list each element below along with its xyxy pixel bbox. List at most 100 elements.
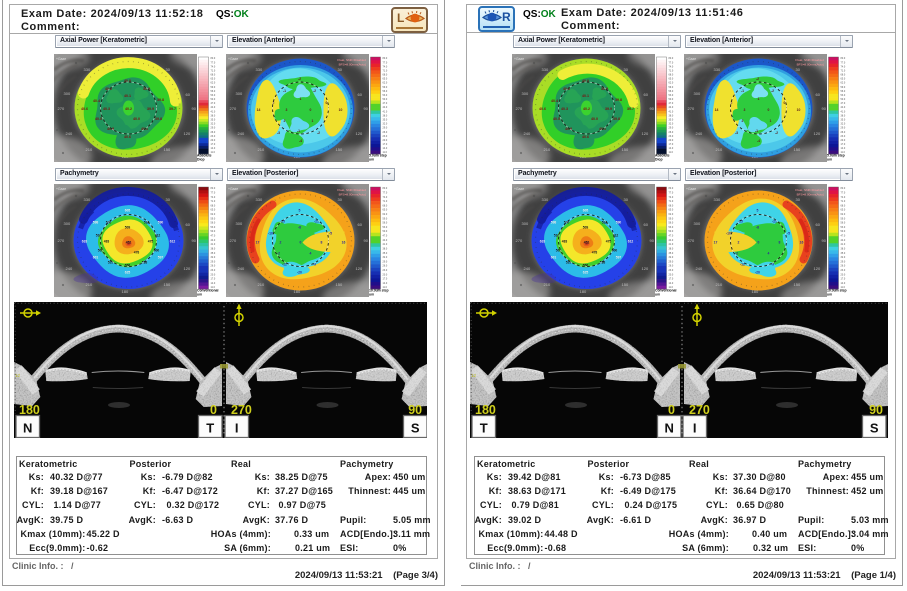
svg-text:Conventional: Conventional bbox=[197, 289, 219, 293]
svg-text:210: 210 bbox=[716, 147, 723, 152]
svg-text:240: 240 bbox=[238, 131, 245, 136]
svg-text:47.0: 47.0 bbox=[211, 235, 216, 238]
svg-text:41.0: 41.0 bbox=[211, 110, 216, 113]
svg-text:68.0: 68.0 bbox=[669, 74, 674, 77]
svg-text:1: 1 bbox=[758, 97, 760, 101]
svg-text:17.0: 17.0 bbox=[211, 278, 216, 281]
svg-text:270: 270 bbox=[58, 106, 65, 111]
svg-text:40.2: 40.2 bbox=[563, 87, 570, 91]
svg-text:38.0: 38.0 bbox=[383, 114, 388, 117]
svg-text:483: 483 bbox=[562, 240, 568, 244]
svg-text:50.0: 50.0 bbox=[841, 230, 846, 233]
svg-text:65.0: 65.0 bbox=[669, 78, 674, 81]
svg-text:41.0: 41.0 bbox=[383, 110, 388, 113]
svg-text:11.0: 11.0 bbox=[211, 286, 216, 289]
svg-text:120: 120 bbox=[356, 131, 363, 136]
svg-text:40.1: 40.1 bbox=[124, 94, 131, 98]
svg-text:-5: -5 bbox=[329, 232, 332, 236]
svg-text:74.0: 74.0 bbox=[383, 65, 388, 68]
svg-text:56.0: 56.0 bbox=[211, 222, 216, 225]
svg-text:180: 180 bbox=[19, 403, 40, 417]
svg-text:270: 270 bbox=[230, 106, 237, 111]
svg-text:44.0: 44.0 bbox=[669, 239, 674, 242]
svg-text:556: 556 bbox=[583, 264, 589, 268]
svg-text:68.0: 68.0 bbox=[841, 204, 846, 207]
svg-text:11.0: 11.0 bbox=[841, 286, 846, 289]
svg-text:17: 17 bbox=[714, 241, 718, 245]
svg-text:65.0: 65.0 bbox=[841, 209, 846, 212]
svg-text:68.0: 68.0 bbox=[383, 74, 388, 77]
svg-text:59.0: 59.0 bbox=[669, 217, 674, 220]
svg-text:14.0: 14.0 bbox=[383, 282, 388, 285]
svg-text:44.0: 44.0 bbox=[669, 106, 674, 109]
svg-text:+Gaze: +Gaze bbox=[686, 57, 696, 61]
svg-text:41.0: 41.0 bbox=[383, 243, 388, 246]
svg-text:612: 612 bbox=[628, 240, 634, 244]
svg-text:74.0: 74.0 bbox=[669, 65, 674, 68]
svg-text:14: 14 bbox=[257, 108, 261, 112]
svg-text:53.0: 53.0 bbox=[383, 226, 388, 229]
svg-text:32.0: 32.0 bbox=[211, 256, 216, 259]
svg-text:47.0: 47.0 bbox=[841, 102, 846, 105]
svg-text:120: 120 bbox=[184, 266, 191, 271]
svg-text:26.0: 26.0 bbox=[211, 131, 216, 134]
svg-text:2: 2 bbox=[742, 119, 744, 123]
svg-text:+Gaze: +Gaze bbox=[228, 187, 238, 191]
svg-text:120: 120 bbox=[642, 131, 649, 136]
svg-text:2: 2 bbox=[284, 119, 286, 123]
svg-text:71.0: 71.0 bbox=[211, 200, 216, 203]
svg-text:14.0: 14.0 bbox=[841, 147, 846, 150]
svg-text:Diop: Diop bbox=[197, 158, 205, 162]
svg-text:20.0: 20.0 bbox=[383, 139, 388, 142]
svg-text:71.0: 71.0 bbox=[841, 70, 846, 73]
svg-text:38.0: 38.0 bbox=[841, 248, 846, 251]
svg-text:44.0: 44.0 bbox=[211, 106, 216, 109]
svg-text:62.0: 62.0 bbox=[669, 213, 674, 216]
svg-text:516: 516 bbox=[554, 234, 560, 238]
svg-text:612: 612 bbox=[170, 240, 176, 244]
svg-text:Conventional: Conventional bbox=[655, 289, 677, 293]
svg-text:68.0: 68.0 bbox=[841, 74, 846, 77]
svg-text:65.0: 65.0 bbox=[669, 209, 674, 212]
svg-text:+Gaze: +Gaze bbox=[228, 57, 238, 61]
svg-text:-3: -3 bbox=[735, 131, 738, 135]
svg-text:+Gaze: +Gaze bbox=[686, 187, 696, 191]
svg-text:40.8: 40.8 bbox=[107, 127, 114, 131]
svg-text:20.0: 20.0 bbox=[841, 273, 846, 276]
svg-text:62.0: 62.0 bbox=[211, 82, 216, 85]
svg-text:270: 270 bbox=[688, 238, 695, 243]
svg-text:35.0: 35.0 bbox=[669, 252, 674, 255]
svg-text:30: 30 bbox=[338, 197, 343, 202]
svg-text:633: 633 bbox=[540, 240, 546, 244]
svg-text:17.0: 17.0 bbox=[383, 143, 388, 146]
svg-text:40.2: 40.2 bbox=[105, 87, 112, 91]
svg-text:20.0: 20.0 bbox=[211, 273, 216, 276]
svg-text:-10: -10 bbox=[268, 232, 273, 236]
svg-text:180: 180 bbox=[752, 289, 759, 294]
svg-text:20.0: 20.0 bbox=[669, 139, 674, 142]
svg-text:23.0: 23.0 bbox=[841, 269, 846, 272]
svg-text:68.0: 68.0 bbox=[669, 204, 674, 207]
svg-text:26.0: 26.0 bbox=[211, 265, 216, 268]
svg-text:40.2: 40.2 bbox=[583, 107, 590, 111]
svg-text:0: 0 bbox=[768, 108, 770, 112]
svg-text:270: 270 bbox=[516, 106, 523, 111]
svg-text:605: 605 bbox=[125, 209, 131, 213]
svg-text:Absolute: Absolute bbox=[655, 154, 670, 158]
svg-text:150: 150 bbox=[336, 282, 343, 287]
svg-text:39.8: 39.8 bbox=[615, 98, 622, 102]
svg-text:S: S bbox=[411, 421, 420, 436]
svg-text:71.0: 71.0 bbox=[211, 70, 216, 73]
svg-text:BFS=8.00mm(Auto): BFS=8.00mm(Auto) bbox=[339, 193, 366, 197]
svg-text:532: 532 bbox=[144, 221, 150, 225]
svg-text:23.0: 23.0 bbox=[211, 135, 216, 138]
svg-text:120: 120 bbox=[814, 266, 821, 271]
svg-text:62.0: 62.0 bbox=[211, 213, 216, 216]
svg-text:300: 300 bbox=[694, 91, 701, 96]
svg-text:90: 90 bbox=[650, 106, 655, 111]
svg-text:11.0: 11.0 bbox=[211, 151, 216, 154]
svg-text:90: 90 bbox=[822, 106, 827, 111]
svg-text:150: 150 bbox=[794, 282, 801, 287]
svg-text:90: 90 bbox=[192, 238, 197, 243]
svg-text:598: 598 bbox=[93, 221, 99, 225]
